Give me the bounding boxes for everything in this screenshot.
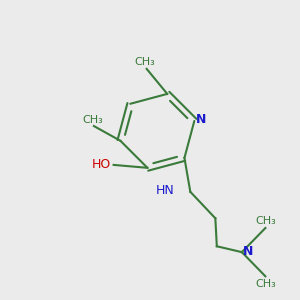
Text: HO: HO	[92, 158, 111, 171]
Text: N: N	[195, 113, 206, 126]
Text: CH₃: CH₃	[255, 279, 276, 289]
Text: CH₃: CH₃	[255, 216, 276, 226]
Text: CH₃: CH₃	[135, 56, 156, 67]
Text: HN: HN	[155, 184, 174, 197]
Text: CH₃: CH₃	[82, 115, 103, 124]
Text: N: N	[243, 245, 253, 258]
